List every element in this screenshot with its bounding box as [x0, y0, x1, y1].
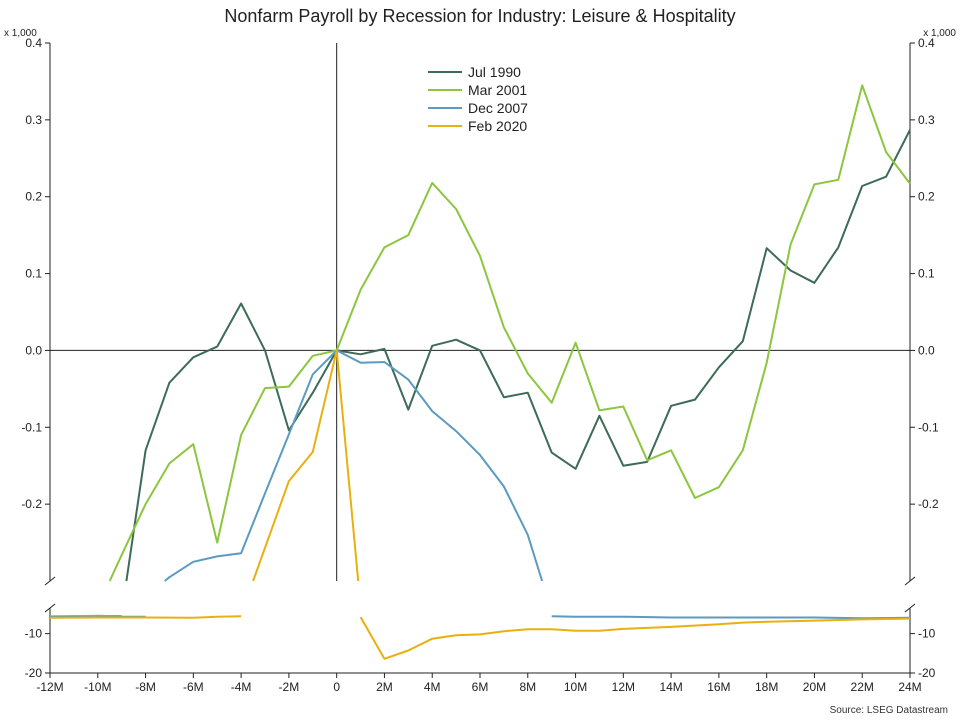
axis-break-mark [904, 576, 916, 586]
legend-label: Feb 2020 [468, 118, 527, 134]
series-line-lower [359, 616, 911, 660]
y-tick-label-right: 0.2 [918, 190, 935, 204]
y-tick-label-right: -0.1 [918, 420, 939, 434]
series-line-lower [49, 615, 242, 619]
y-tick-label-left-lower: -10 [25, 627, 43, 641]
x-tick-label: 16M [707, 680, 730, 694]
y-tick-label-left: 0.0 [25, 343, 42, 357]
y-tick-label-right: 0.3 [918, 113, 935, 127]
x-tick-label: 4M [424, 680, 441, 694]
x-tick-label: -10M [84, 680, 111, 694]
legend-label: Mar 2001 [468, 82, 527, 98]
x-tick-label: 2M [376, 680, 393, 694]
x-tick-label: 0 [333, 680, 340, 694]
y-tick-label-left: 0.4 [25, 36, 42, 50]
series-layer [49, 84, 911, 660]
x-tick-label: 24M [898, 680, 921, 694]
x-tick-label: 8M [519, 680, 536, 694]
y-tick-label-right: 0.0 [918, 343, 935, 357]
y-tick-label-left: -0.1 [21, 420, 42, 434]
y-tick-label-right: 0.1 [918, 267, 935, 281]
x-tick-label: -12M [36, 680, 63, 694]
legend-label: Dec 2007 [468, 100, 528, 116]
x-tick-label: 22M [851, 680, 874, 694]
chart-source: Source: LSEG Datastream [829, 705, 948, 716]
axis-break-mark [44, 576, 56, 586]
y-tick-label-left-lower: -20 [25, 666, 43, 680]
unit-label-right: x 1,000 [923, 28, 956, 39]
series-line-upper [164, 349, 544, 582]
y-tick-label-left: 0.1 [25, 267, 42, 281]
y-tick-label-right: 0.4 [918, 36, 935, 50]
x-tick-label: -6M [183, 680, 204, 694]
x-tick-label: 18M [755, 680, 778, 694]
x-tick-label: 20M [803, 680, 826, 694]
x-tick-label: -8M [135, 680, 156, 694]
y-tick-label-left: 0.3 [25, 113, 42, 127]
y-tick-label-right: -0.2 [918, 497, 939, 511]
x-tick-label: 14M [659, 680, 682, 694]
series-line-upper [108, 84, 911, 582]
y-tick-label-right-lower: -20 [918, 666, 936, 680]
axis-break-mark [44, 603, 56, 613]
legend-label: Jul 1990 [468, 64, 521, 80]
x-tick-label: 6M [472, 680, 489, 694]
x-tick-label: 12M [612, 680, 635, 694]
x-tick-label: -4M [231, 680, 252, 694]
series-line-upper [252, 349, 360, 582]
legend: Jul 1990 Mar 2001 Dec 2007 Feb 2020 [428, 64, 528, 134]
y-tick-label-left: -0.2 [21, 497, 42, 511]
x-tick-label: -2M [279, 680, 300, 694]
y-tick-label-left: 0.2 [25, 190, 42, 204]
series-line-upper [125, 129, 911, 582]
unit-label-left: x 1,000 [4, 28, 37, 39]
series-line-lower [551, 615, 911, 620]
x-tick-label: 10M [564, 680, 587, 694]
y-tick-label-right-lower: -10 [918, 627, 936, 641]
axis-break-mark [904, 603, 916, 613]
chart-title: Nonfarm Payroll by Recession for Industr… [224, 6, 736, 26]
